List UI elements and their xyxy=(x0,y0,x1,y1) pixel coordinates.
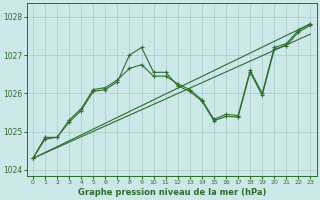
X-axis label: Graphe pression niveau de la mer (hPa): Graphe pression niveau de la mer (hPa) xyxy=(77,188,266,197)
